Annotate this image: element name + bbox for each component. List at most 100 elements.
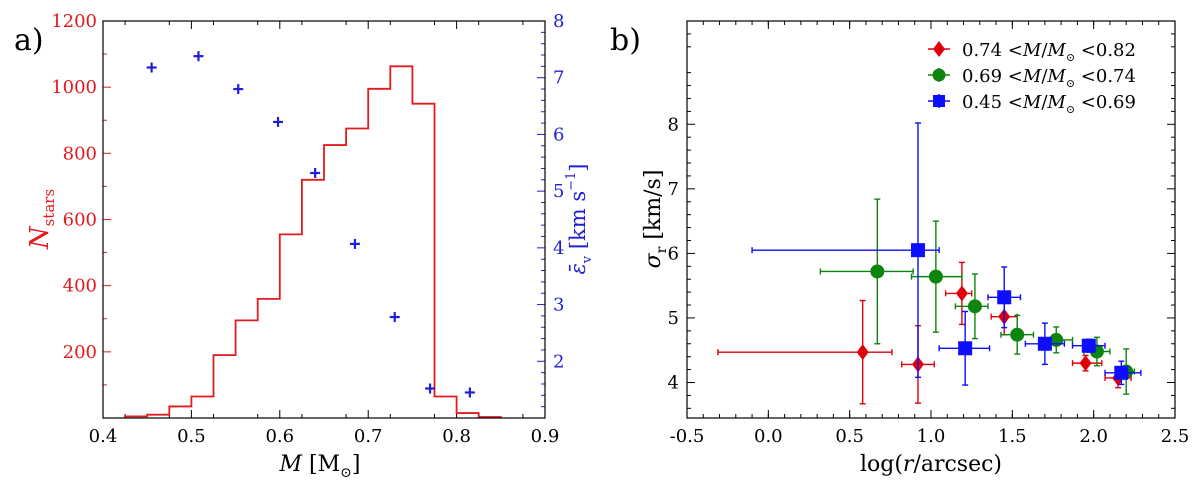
marker-square bbox=[997, 290, 1012, 305]
b-x-label-c: /arcsec) bbox=[913, 452, 1002, 477]
legend-high-high: 0.82 bbox=[1096, 40, 1136, 61]
histogram-bin bbox=[435, 396, 457, 418]
b-x-label-a: log( bbox=[860, 452, 903, 477]
legend-entry-low-mass: 0.45 <M/M⊙ <0.69 bbox=[928, 92, 1136, 116]
data-point bbox=[938, 310, 991, 386]
marker-square bbox=[958, 341, 973, 356]
histogram-bin bbox=[280, 234, 302, 418]
mean-ellipticity-points bbox=[146, 51, 475, 398]
ellipticity-point bbox=[146, 62, 157, 73]
svg-text:0.69 <M/M⊙ <0.74: 0.69 <M/M⊙ <0.74 bbox=[962, 66, 1136, 90]
ellipticity-point bbox=[425, 383, 436, 394]
ellipticity-point bbox=[349, 238, 360, 249]
legend-high-low: 0.74 bbox=[962, 40, 1002, 61]
b-xtick-label: 2.0 bbox=[1079, 426, 1108, 447]
marker-circle bbox=[967, 299, 982, 314]
legend-mid-high: 0.74 bbox=[1096, 66, 1136, 87]
a-xtick-label: 0.7 bbox=[354, 426, 383, 447]
panel-b-data bbox=[717, 122, 1142, 405]
ellipticity-point bbox=[389, 312, 400, 323]
histogram-bin bbox=[214, 355, 236, 418]
a-xtick-label: 0.4 bbox=[89, 426, 118, 447]
legend-entry-mid-mass: 0.69 <M/M⊙ <0.74 bbox=[928, 66, 1136, 90]
data-point bbox=[987, 266, 1022, 329]
legend-low-low: 0.45 bbox=[962, 92, 1002, 113]
a-right-tick-label: 3 bbox=[553, 295, 564, 316]
data-point bbox=[1071, 338, 1106, 353]
ellipticity-point bbox=[273, 116, 284, 127]
legend-low-high: 0.69 bbox=[1096, 92, 1136, 113]
b-xtick-label: 0.5 bbox=[835, 426, 864, 447]
b-xtick-label: 0.0 bbox=[754, 426, 783, 447]
panel-b: b) -0.5 0.0 0.5 1.0 1.5 2.0 2.5 4 5 6 7 8 0.74 <M/M… bbox=[610, 20, 1189, 477]
histogram-bin bbox=[324, 145, 346, 418]
legend-marker-circle bbox=[932, 68, 946, 82]
a-right-tick-label: 5 bbox=[553, 181, 564, 202]
b-ytick-label: 4 bbox=[668, 372, 679, 393]
marker-square bbox=[1037, 336, 1052, 351]
histogram-bin bbox=[191, 396, 213, 418]
b-y-label-sub: r bbox=[654, 246, 670, 253]
b-ytick-label: 8 bbox=[668, 114, 679, 135]
histogram-bin bbox=[412, 104, 434, 418]
marker-square bbox=[910, 243, 925, 258]
x-label-sun: ⊙ bbox=[340, 465, 352, 481]
b-y-label-rest: [km/s] bbox=[641, 170, 666, 247]
a-left-tick-label: 1000 bbox=[51, 77, 97, 98]
x-label-unit-open: [M bbox=[302, 452, 340, 477]
panel-b-y-axis-label: σr [km/s] bbox=[641, 170, 670, 269]
legend-marker-diamond bbox=[933, 41, 945, 57]
b-xtick-label: 1.0 bbox=[917, 426, 946, 447]
panel-b-frame bbox=[686, 20, 1176, 419]
panel-a-x-axis-label: M [M⊙] bbox=[279, 452, 361, 481]
marker-circle bbox=[870, 264, 885, 279]
histogram-outline bbox=[124, 65, 502, 418]
data-point bbox=[954, 273, 989, 340]
panel-a: a) 0.4 0.5 0.6 0.7 0.8 0.9 200 400 600 800 1000 120… bbox=[14, 11, 595, 481]
right-label-main: ε̄ bbox=[566, 263, 590, 274]
panel-b-label: b) bbox=[610, 23, 641, 58]
data-point bbox=[751, 122, 940, 379]
data-point bbox=[1000, 314, 1035, 355]
a-left-tick-label: 800 bbox=[63, 143, 97, 164]
marker-square bbox=[1081, 338, 1096, 353]
data-point bbox=[1071, 354, 1103, 372]
a-left-tick-label: 200 bbox=[63, 342, 97, 363]
ellipticity-point bbox=[464, 387, 475, 398]
b-ytick-label: 6 bbox=[668, 243, 679, 264]
panel-a-left-axis-label: Nstars bbox=[25, 189, 58, 250]
data-point bbox=[1024, 322, 1066, 366]
legend-marker-square bbox=[933, 95, 945, 107]
histogram-bin bbox=[390, 66, 412, 418]
ellipticity-point bbox=[310, 167, 321, 178]
b-ytick-label: 7 bbox=[668, 179, 679, 200]
right-label-close: ] bbox=[566, 164, 590, 172]
b-y-label-main: σ bbox=[641, 252, 666, 268]
data-point bbox=[819, 198, 914, 345]
histogram-bin bbox=[302, 180, 324, 418]
histogram-bin bbox=[258, 299, 280, 418]
marker-circle bbox=[1010, 327, 1025, 342]
ellipticity-point bbox=[233, 84, 244, 95]
b-xtick-label: -0.5 bbox=[670, 426, 705, 447]
histogram-bin bbox=[236, 320, 258, 418]
right-label-sup: −1 bbox=[564, 172, 579, 191]
a-right-tick-label: 2 bbox=[553, 351, 564, 372]
a-xtick-label: 0.5 bbox=[177, 426, 206, 447]
panel-b-x-axis-label: log(r/arcsec) bbox=[860, 452, 1002, 477]
right-label-sub: v bbox=[580, 255, 595, 264]
svg-text:0.74 <M/M⊙ <0.82: 0.74 <M/M⊙ <0.82 bbox=[962, 40, 1136, 64]
left-label-main: N bbox=[25, 225, 55, 250]
series-square bbox=[751, 122, 1142, 386]
data-point bbox=[910, 220, 963, 333]
a-right-tick-label: 8 bbox=[553, 11, 564, 32]
a-xtick-label: 0.6 bbox=[265, 426, 294, 447]
svg-text:0.45 <M/M⊙ <0.69: 0.45 <M/M⊙ <0.69 bbox=[962, 92, 1136, 116]
panel-a-frame bbox=[102, 20, 546, 419]
data-point bbox=[717, 299, 893, 405]
panel-a-right-axis-label: ε̄v [km s−1] bbox=[564, 164, 595, 275]
data-point bbox=[944, 261, 973, 326]
series-diamond bbox=[717, 261, 1132, 405]
a-left-tick-label: 1200 bbox=[51, 11, 97, 32]
a-left-tick-label: 600 bbox=[63, 210, 97, 231]
